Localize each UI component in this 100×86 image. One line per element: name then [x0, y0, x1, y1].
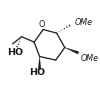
Text: HO: HO — [7, 48, 23, 57]
Text: OMe: OMe — [81, 54, 99, 63]
Text: O: O — [38, 20, 45, 29]
Polygon shape — [38, 57, 41, 69]
Polygon shape — [65, 47, 79, 54]
Text: HO: HO — [29, 68, 45, 77]
Text: OMe: OMe — [75, 18, 93, 27]
